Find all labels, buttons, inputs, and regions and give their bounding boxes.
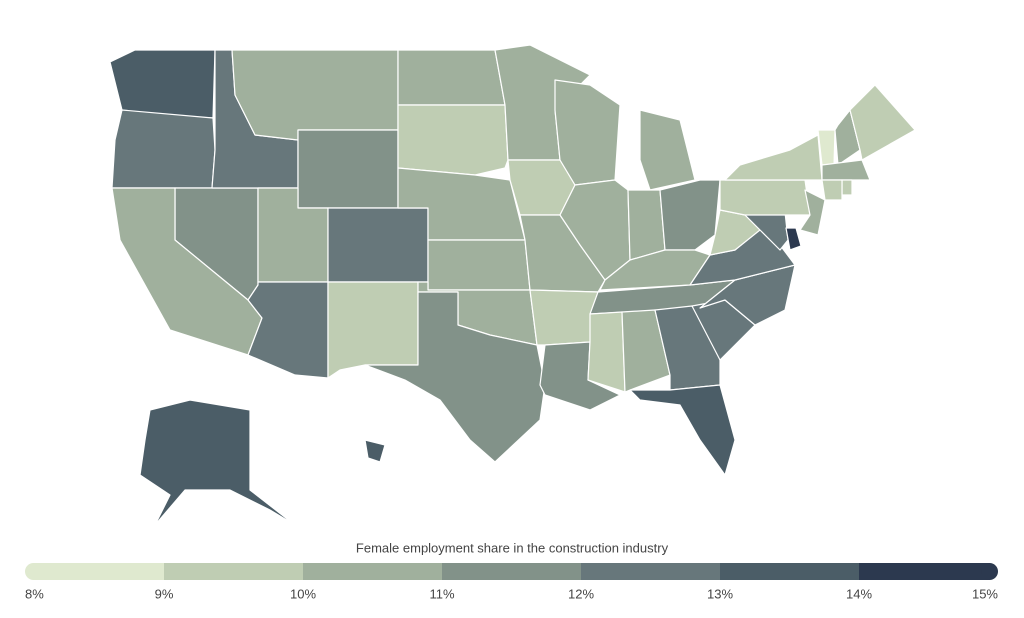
region [427,239,531,291]
region [639,109,696,191]
region [327,281,419,379]
region [111,109,216,189]
region [629,384,736,476]
region [719,179,811,216]
region [231,49,399,141]
region [841,179,853,196]
legend-label: 8% [25,586,44,601]
region [821,179,843,201]
legend-label: 12% [568,586,594,601]
region [587,311,626,393]
region [364,439,386,463]
legend-bin [859,563,990,580]
legend-bin [33,563,164,580]
legend-label: 14% [846,586,872,601]
region [297,129,399,209]
region [627,189,666,261]
legend-title: Female employment share in the construct… [356,540,669,555]
region [327,207,429,283]
legend-bin [581,563,720,580]
region [659,179,721,251]
legend-bin [720,563,859,580]
region [247,281,329,379]
region [621,309,671,393]
region [821,159,871,181]
legend-bin [303,563,442,580]
legend-bin-end [981,563,998,580]
region [724,134,823,181]
region [799,189,826,236]
region [397,104,509,176]
region [109,49,216,119]
legend-label: 13% [707,586,733,601]
legend-bin [164,563,303,580]
legend-label: 15% [972,586,998,601]
region [397,49,506,106]
region [849,84,916,161]
legend-label: 10% [290,586,316,601]
region [785,227,802,251]
legend-label: 9% [155,586,174,601]
region [364,291,546,463]
region [529,289,599,346]
legend-bin [442,563,581,580]
legend-label: 11% [429,586,454,601]
region [139,399,296,526]
region [599,249,711,291]
region [834,109,861,166]
